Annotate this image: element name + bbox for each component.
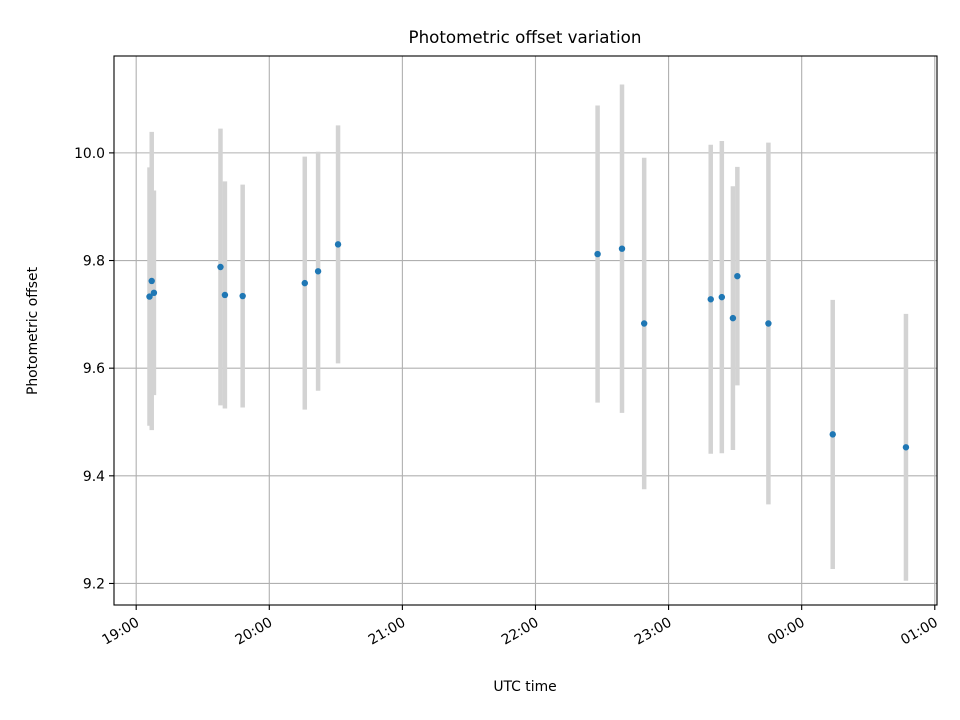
- data-point: [221, 291, 229, 299]
- data-point: [301, 279, 308, 287]
- data-point: [239, 292, 246, 300]
- data-point: [707, 296, 714, 303]
- y-axis-label: Photometric offset: [25, 266, 41, 395]
- data-point: [640, 320, 648, 327]
- data-point: [718, 293, 726, 301]
- y-tick-label: 9.2: [83, 576, 105, 592]
- data-point: [334, 241, 342, 248]
- data-point: [729, 314, 737, 322]
- chart-title: Photometric offset variation: [409, 27, 642, 47]
- y-tick-label: 9.8: [83, 254, 105, 270]
- grid-lines: [114, 56, 937, 605]
- data-point: [594, 250, 601, 258]
- data-point: [148, 277, 155, 285]
- plot-frame: [113, 55, 938, 606]
- data-point: [734, 272, 741, 280]
- y-tick-label: 9.6: [83, 361, 105, 377]
- data-point: [314, 268, 322, 275]
- data-point: [217, 263, 224, 271]
- y-tick-label: 10.0: [74, 146, 105, 162]
- data-point: [146, 293, 153, 300]
- y-axis-ticks: 9.2 9.4 9.6 9.8 10.0: [74, 146, 114, 592]
- data-point: [618, 245, 626, 252]
- data-point: [150, 289, 158, 297]
- y-tick-label: 9.4: [83, 469, 105, 485]
- data-point: [765, 320, 772, 327]
- x-axis-label: UTC time: [493, 679, 556, 695]
- data-point: [902, 444, 910, 451]
- data-point: [829, 431, 836, 438]
- data-points: [146, 241, 910, 451]
